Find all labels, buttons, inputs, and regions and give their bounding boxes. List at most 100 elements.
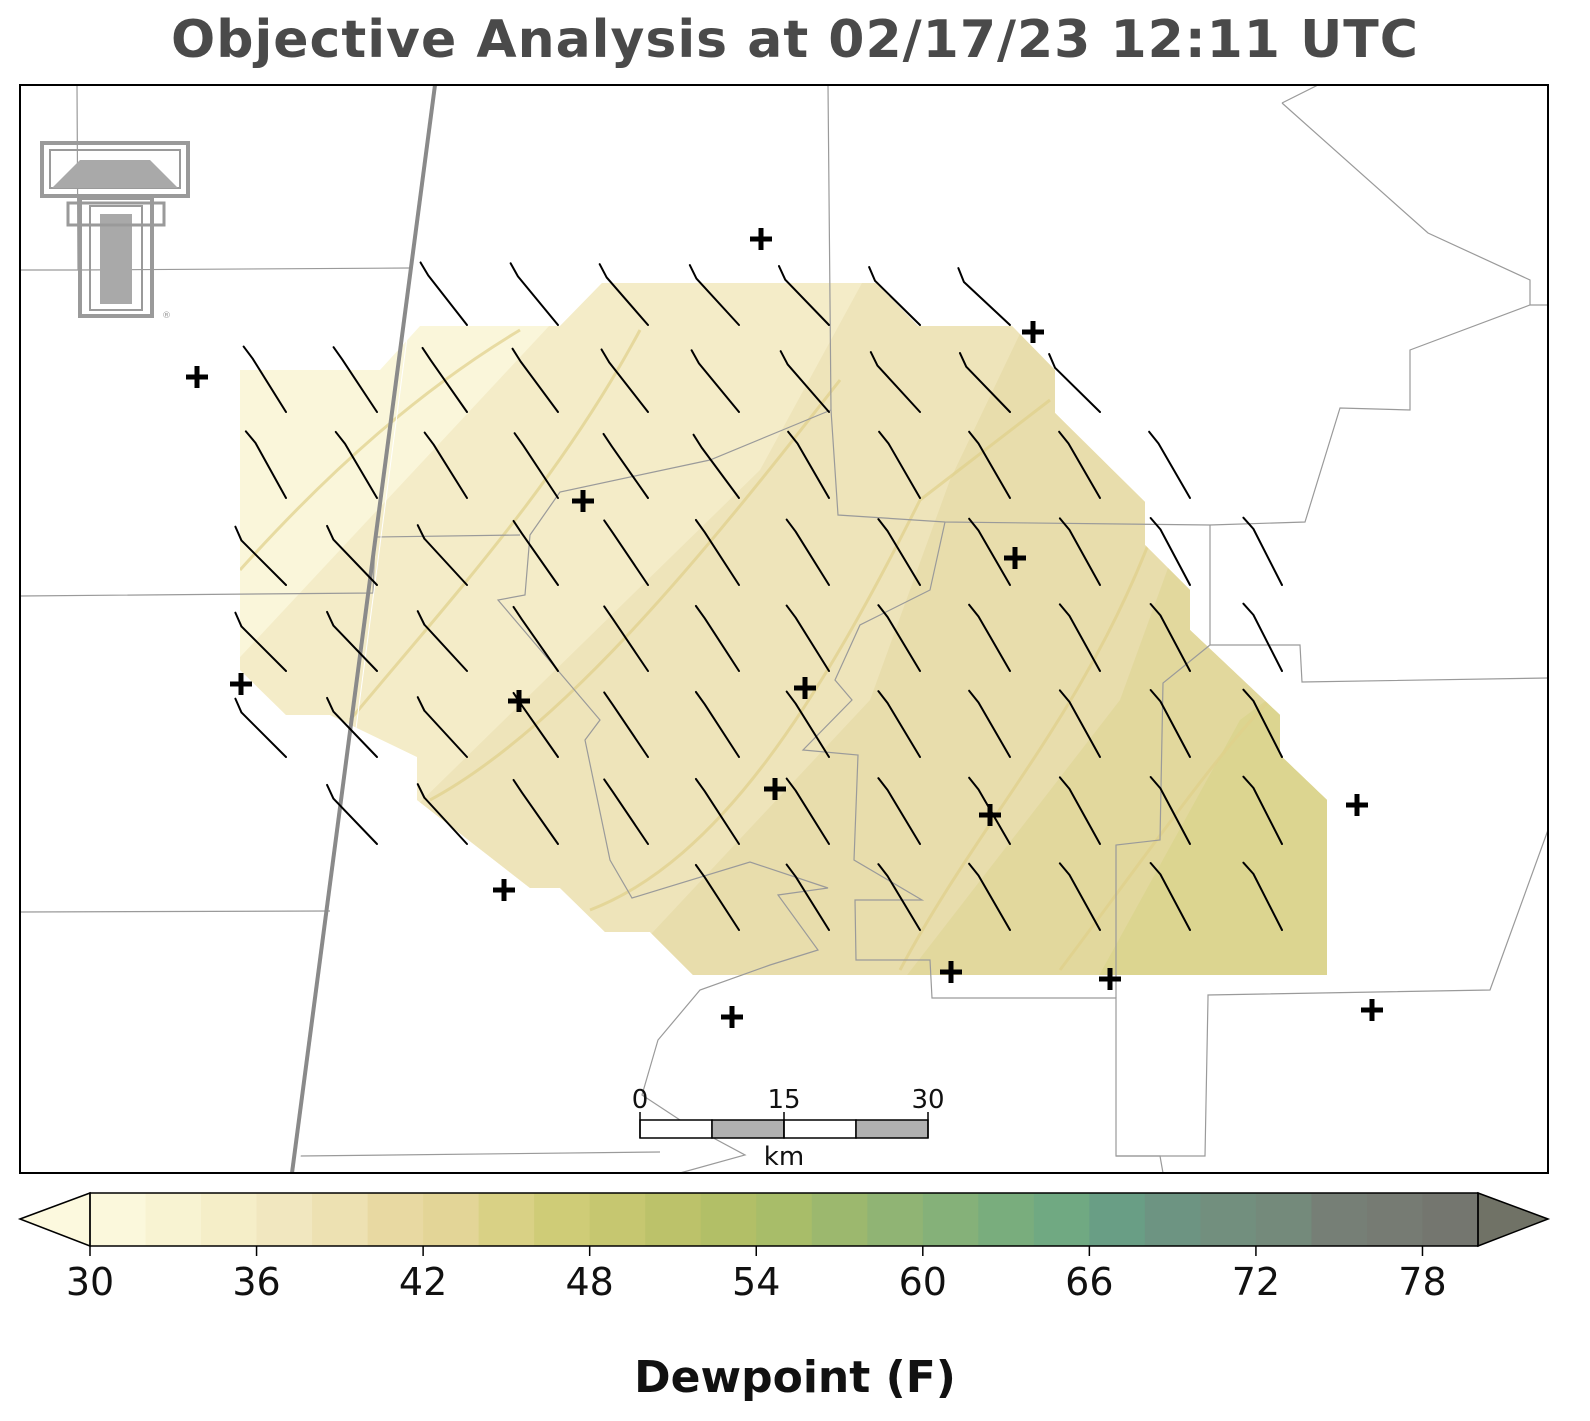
scale-bar	[639, 1112, 929, 1139]
wind-barb	[334, 430, 378, 499]
wind-barb	[234, 697, 287, 758]
wind-barb	[690, 349, 740, 413]
station-marker	[750, 228, 772, 250]
wind-barb	[416, 696, 468, 758]
scale-label-30: 30	[911, 1085, 945, 1115]
wind-barb	[1058, 689, 1101, 758]
wind-barb	[512, 778, 559, 845]
colorbar-tick-label: 42	[398, 1260, 448, 1304]
wind-barb	[1149, 689, 1191, 758]
wind-barb	[1048, 353, 1101, 413]
wind-barb	[1149, 776, 1191, 845]
colorbar-extend-low	[17, 1191, 91, 1248]
wind-barb	[787, 430, 830, 499]
wind-barb	[1148, 430, 1191, 499]
wind-barb	[1058, 862, 1101, 931]
station-marker	[764, 778, 786, 800]
colorbar-tick-label: 30	[65, 1260, 115, 1304]
wind-barb	[603, 778, 649, 845]
scale-label-15: 15	[767, 1085, 801, 1115]
scale-label-0: 0	[631, 1085, 649, 1115]
colorbar-label: Dewpoint (F)	[634, 1352, 956, 1403]
wind-barb	[694, 690, 740, 758]
wind-barb	[602, 432, 649, 499]
station-marker	[186, 366, 208, 388]
scale-unit: km	[763, 1142, 805, 1172]
wind-barb	[694, 777, 740, 845]
wind-barb	[1242, 688, 1283, 758]
wind-barb	[332, 346, 378, 413]
wind-barb	[1242, 775, 1283, 845]
station-marker	[493, 879, 515, 901]
texas-tech-logo: ®	[40, 141, 190, 321]
wind-barb	[692, 433, 740, 499]
station-marker	[940, 961, 962, 983]
wind-barb	[785, 777, 830, 845]
station-marker	[508, 690, 530, 712]
wind-barb	[512, 519, 559, 586]
station-marker	[1346, 794, 1368, 816]
colorbar-bin	[1200, 1193, 1257, 1246]
wind-barb	[958, 352, 1011, 413]
wind-barb	[779, 350, 830, 413]
wind-barb	[968, 517, 1011, 586]
station-marker	[1022, 321, 1044, 343]
colorbar-bin	[1311, 1193, 1368, 1246]
colorbar-tick-label: 54	[732, 1260, 781, 1304]
colorbar-tick-label: 72	[1231, 1260, 1281, 1304]
wind-barb	[416, 610, 468, 672]
station-marker	[1099, 968, 1121, 990]
map-title: Objective Analysis at 02/17/23 12:11 UTC	[171, 10, 1419, 70]
wind-barb	[968, 430, 1011, 499]
wind-barb	[694, 604, 740, 672]
wind-barb	[600, 348, 649, 413]
wind-barb	[1242, 602, 1283, 672]
wind-barb	[968, 862, 1011, 931]
station-marker	[979, 804, 1001, 826]
wind-barb	[326, 783, 378, 845]
wind-barb	[1058, 776, 1101, 845]
colorbar-bin	[645, 1193, 702, 1246]
colorbar-bin	[589, 1193, 646, 1246]
station-marker	[1004, 547, 1026, 569]
colorbar-bin	[1366, 1193, 1423, 1246]
wind-barb	[234, 611, 287, 672]
wind-barb	[416, 524, 468, 586]
station-marker	[721, 1006, 743, 1028]
colorbar-extend-high	[1477, 1191, 1551, 1248]
wind-barbs	[234, 261, 1283, 931]
wind-barb	[512, 605, 559, 672]
wind-barb	[1242, 516, 1283, 586]
wind-barb	[1242, 861, 1283, 931]
station-marker	[572, 490, 594, 512]
colorbar-bin	[811, 1193, 868, 1246]
colorbar-bin	[700, 1193, 757, 1246]
wind-barb	[1149, 517, 1191, 586]
wind-barb	[878, 430, 921, 499]
station-marker	[794, 677, 816, 699]
wind-barb	[957, 267, 1011, 326]
wind-barb	[598, 263, 649, 326]
colorbar-bin	[367, 1193, 424, 1246]
colorbar-bin	[1089, 1193, 1146, 1246]
map-frame	[19, 84, 1549, 1174]
wind-barb	[242, 345, 287, 413]
wind-barb	[1149, 862, 1191, 931]
wind-barb	[694, 863, 740, 931]
wind-barb	[877, 863, 921, 931]
wind-barb	[511, 347, 559, 413]
wind-barb	[968, 603, 1011, 672]
colorbar-tick-label: 48	[565, 1260, 614, 1304]
colorbar-bin	[978, 1193, 1035, 1246]
colorbar-bin	[534, 1193, 591, 1246]
colorbar-tick-label: 36	[232, 1260, 281, 1304]
wind-barb	[421, 346, 468, 413]
colorbar-bin	[256, 1193, 313, 1246]
wind-barb	[688, 264, 740, 326]
wind-barb	[1058, 517, 1101, 586]
wind-barb	[419, 261, 468, 326]
wind-barb	[1149, 603, 1191, 672]
wind-barb	[513, 432, 559, 499]
